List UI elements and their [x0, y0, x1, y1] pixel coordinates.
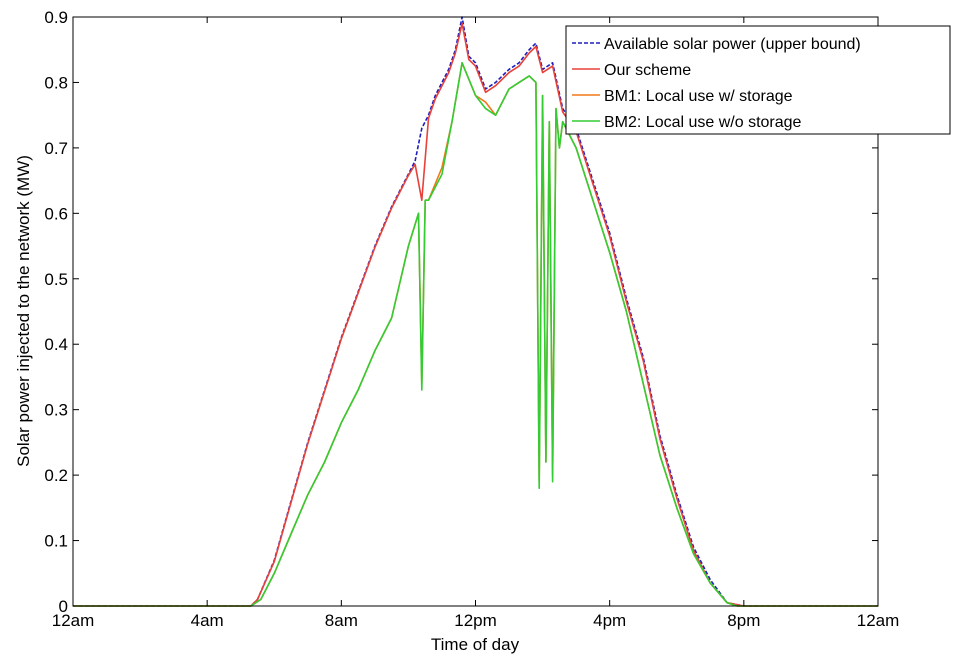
y-tick-label: 0.2	[44, 466, 68, 485]
x-tick-label: 4am	[191, 611, 224, 630]
series-line-4	[73, 61, 878, 607]
y-tick-label: 0.7	[44, 139, 68, 158]
y-tick-label: 0.3	[44, 401, 68, 420]
y-axis-title: Solar power injected to the network (MW)	[14, 155, 33, 467]
legend: Available solar power (upper bound) Our s…	[565, 25, 951, 135]
legend-label: Our scheme	[604, 62, 691, 79]
y-tick-label: 0.4	[44, 335, 68, 354]
legend-label: BM2: Local use w/o storage	[604, 114, 802, 131]
series-line-2	[73, 22, 878, 607]
x-axis-title: Time of day	[431, 635, 520, 654]
x-tick-label: 4pm	[593, 611, 626, 630]
y-tick-label: 0.9	[44, 8, 68, 27]
x-tick-label: 12am	[857, 611, 900, 630]
legend-label: Available solar power (upper bound)	[604, 36, 861, 53]
y-axis: 0 0.1 0.2 0.3 0.4 0.5 0.6 0.7 0.8 0.9	[44, 8, 878, 616]
series-layer	[73, 16, 878, 607]
x-axis: 12am 4am 8am 12pm 4pm 8pm 12am	[52, 17, 900, 630]
x-tick-label: 8pm	[727, 611, 760, 630]
x-tick-label: 12am	[52, 611, 95, 630]
x-tick-label: 8am	[325, 611, 358, 630]
y-tick-label: 0.1	[44, 532, 68, 551]
y-tick-label: 0.5	[44, 270, 68, 289]
y-tick-label: 0.6	[44, 204, 68, 223]
x-tick-label: 12pm	[454, 611, 497, 630]
y-tick-label: 0.8	[44, 73, 68, 92]
legend-label: BM1: Local use w/ storage	[604, 88, 793, 105]
y-tick-label: 0	[59, 597, 68, 616]
legend-box	[565, 25, 951, 135]
